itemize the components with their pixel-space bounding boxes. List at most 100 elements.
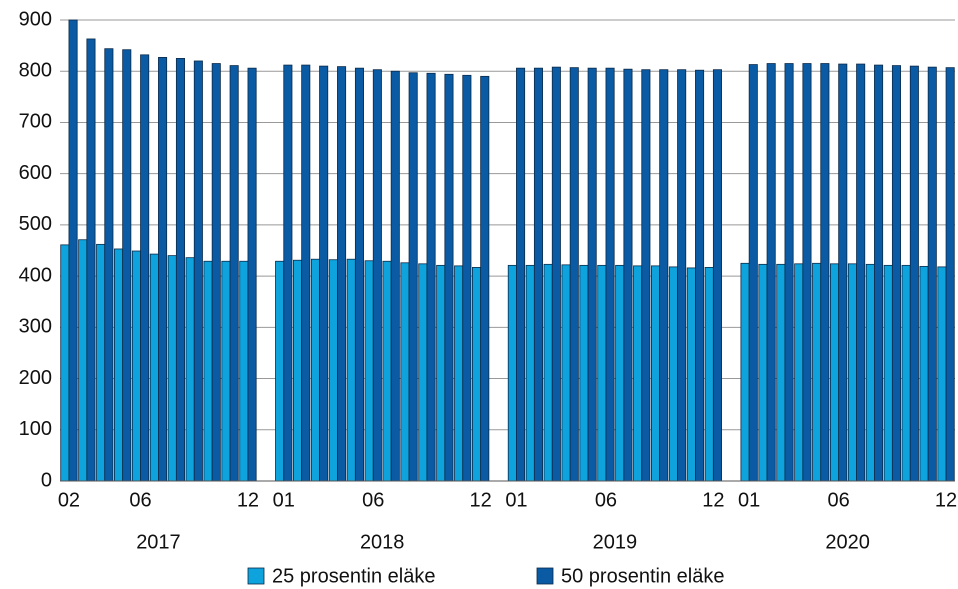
bar [301, 64, 311, 482]
bar [310, 258, 320, 482]
x-tick-label: 01 [738, 489, 760, 511]
bar [328, 259, 338, 482]
bar [86, 38, 96, 482]
y-tick-label: 500 [19, 213, 52, 235]
bar [784, 63, 794, 482]
bar [229, 65, 239, 482]
bar [516, 67, 526, 482]
bar [60, 244, 70, 482]
x-tick-label: 01 [505, 489, 527, 511]
x-tick-label: 06 [828, 489, 850, 511]
bar [239, 260, 249, 482]
bar [569, 67, 579, 482]
y-tick-label: 700 [19, 111, 52, 133]
bar [525, 264, 535, 482]
bar [158, 56, 168, 482]
bar [677, 69, 687, 482]
y-tick-label: 400 [19, 264, 52, 286]
x-tick-label: 12 [237, 489, 259, 511]
bar [802, 63, 812, 482]
bar [651, 265, 661, 482]
bar [283, 64, 293, 482]
x-tick-label: 06 [362, 489, 384, 511]
bar [78, 239, 88, 482]
bar [319, 65, 329, 482]
bar [874, 64, 884, 482]
bar [104, 48, 114, 482]
bar [847, 263, 857, 482]
bar [919, 265, 929, 482]
x-tick-label: 06 [595, 489, 617, 511]
bar [131, 250, 141, 482]
bar [686, 267, 696, 482]
bar [221, 260, 231, 482]
bar [346, 258, 356, 482]
bar [400, 262, 410, 482]
bar [390, 70, 400, 482]
bar [175, 58, 185, 482]
bar [507, 264, 517, 482]
bar [883, 264, 893, 482]
group-label: 2020 [825, 531, 870, 553]
bar [436, 264, 446, 482]
bar [758, 263, 768, 482]
group-label: 2018 [360, 531, 405, 553]
bar [543, 263, 553, 482]
bar [587, 67, 597, 482]
bar [354, 67, 364, 482]
bar [830, 263, 840, 482]
bar [122, 49, 132, 482]
bar [185, 257, 195, 482]
bar [579, 264, 589, 482]
y-tick-label: 800 [19, 60, 52, 82]
bar [641, 69, 651, 482]
bar [901, 264, 911, 482]
bar [623, 68, 633, 482]
bar [856, 63, 866, 482]
bar [812, 262, 822, 482]
bar [820, 63, 830, 482]
bar [605, 67, 615, 482]
legend-label: 50 prosentin eläke [561, 565, 724, 587]
x-tick-label: 12 [470, 489, 492, 511]
bar [140, 54, 150, 482]
x-tick-label: 01 [273, 489, 295, 511]
bar [659, 69, 669, 482]
bar [945, 67, 955, 482]
bar [794, 263, 804, 482]
legend-swatch [247, 567, 265, 585]
bar [633, 265, 643, 482]
bar [247, 67, 257, 482]
y-tick-label: 0 [41, 469, 52, 491]
bar [193, 60, 203, 482]
y-tick-label: 100 [19, 418, 52, 440]
bar [408, 72, 418, 482]
x-tick-label: 02 [58, 489, 80, 511]
bar [704, 267, 714, 482]
y-tick-label: 200 [19, 367, 52, 389]
legend-label: 25 prosentin eläke [272, 565, 435, 587]
bar [740, 262, 750, 482]
bar [766, 63, 776, 482]
bar [454, 265, 464, 482]
x-tick-label: 12 [702, 489, 724, 511]
bar [597, 264, 607, 482]
bar [372, 69, 382, 482]
bar [275, 260, 285, 482]
bar [838, 63, 848, 482]
x-tick-label: 06 [129, 489, 151, 511]
y-tick-label: 900 [19, 8, 52, 30]
bar [203, 260, 213, 482]
bar [382, 260, 392, 482]
bar [167, 255, 177, 482]
bar [444, 73, 454, 482]
bar [927, 66, 937, 482]
bar [149, 253, 159, 482]
group-label: 2017 [136, 531, 181, 553]
bar [668, 266, 678, 482]
bar [937, 266, 947, 482]
bar [533, 67, 543, 482]
bar [337, 66, 347, 482]
bar [776, 263, 786, 482]
